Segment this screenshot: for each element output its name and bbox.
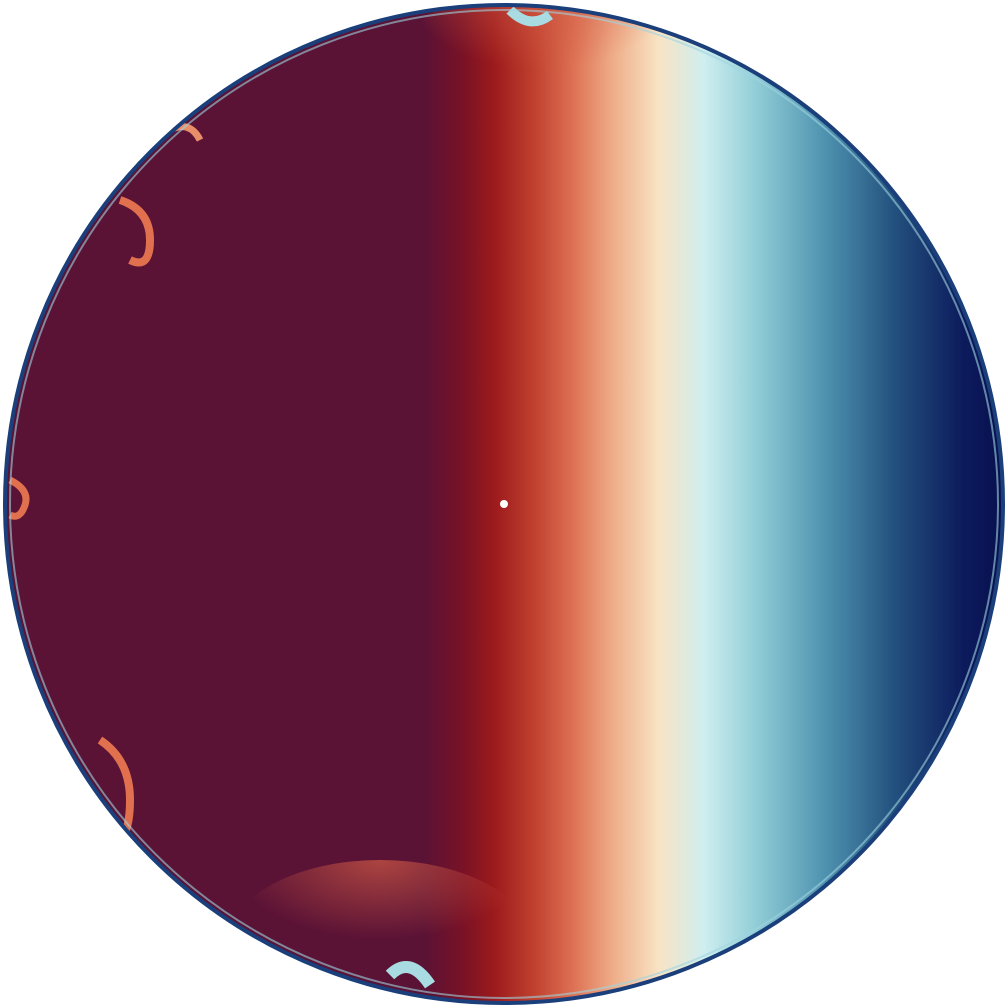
center-dot xyxy=(500,500,508,508)
plume xyxy=(400,4,680,160)
swirl xyxy=(385,961,435,989)
rim-inner xyxy=(9,9,999,999)
swirl xyxy=(8,476,30,520)
swirl xyxy=(506,6,553,27)
rim xyxy=(3,3,1005,1005)
swirl xyxy=(118,196,155,267)
